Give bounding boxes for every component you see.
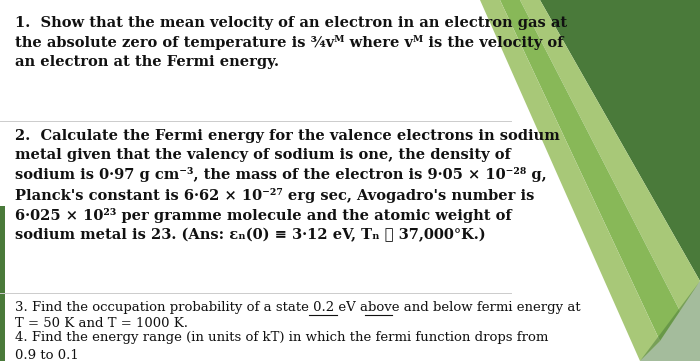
Text: T = 50 K and T = 1000 K.: T = 50 K and T = 1000 K. — [15, 317, 188, 330]
Polygon shape — [500, 0, 680, 341]
Text: 2.  Calculate the Fermi energy for the valence electrons in sodium
metal given t: 2. Calculate the Fermi energy for the va… — [15, 129, 560, 243]
Bar — [0, 206, 5, 361]
Polygon shape — [560, 281, 700, 361]
Polygon shape — [520, 0, 700, 311]
Text: 3. Find the occupation probability of a state 0.2 eV above and below fermi energ: 3. Find the occupation probability of a … — [15, 301, 580, 314]
Polygon shape — [480, 0, 660, 361]
Polygon shape — [540, 0, 700, 281]
Text: 1.  Show that the mean velocity of an electron in an electron gas at
the absolut: 1. Show that the mean velocity of an ele… — [15, 16, 567, 69]
Text: 4. Find the energy range (in units of kT) in which the fermi function drops from: 4. Find the energy range (in units of kT… — [15, 331, 548, 361]
